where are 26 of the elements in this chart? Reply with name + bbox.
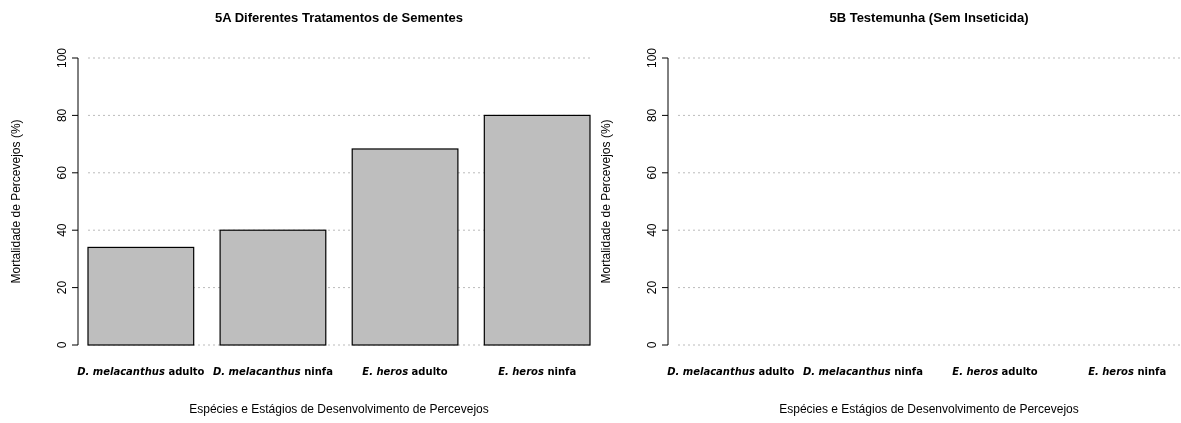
y-tick-label: 0 — [55, 341, 69, 349]
x-axis-title: Espécies e Estágios de Desenvolvimento de Percevejos — [189, 402, 489, 416]
y-tick-label: 60 — [55, 165, 69, 180]
x-axis-title: Espécies e Estágios de Desenvolvimento de Percevejos — [779, 402, 1079, 416]
y-tick-label: 40 — [645, 223, 659, 237]
x-tick-label: E. heros ninfa — [498, 366, 577, 377]
x-tick-label: E. heros ninfa — [1088, 366, 1167, 377]
x-tick-label: D. melacanthus adulto — [77, 366, 205, 377]
x-tick-label: D. melacanthus adulto — [667, 366, 795, 377]
y-tick-label: 20 — [645, 280, 659, 295]
y-tick-label: 60 — [645, 165, 659, 180]
y-tick-label: 80 — [645, 108, 659, 123]
y-axis-title: Mortalidade de Percevejos (%) — [9, 119, 23, 284]
y-tick-label: 100 — [55, 47, 69, 69]
y-tick-label: 80 — [55, 108, 69, 123]
y-axis-title: Mortalidade de Percevejos (%) — [599, 119, 613, 284]
y-tick-label: 100 — [645, 47, 659, 69]
y-tick-label: 20 — [55, 280, 69, 295]
x-tick-label: E. heros adulto — [362, 366, 448, 377]
y-tick-label: 0 — [645, 341, 659, 349]
x-tick-label: D. melacanthus ninfa — [212, 366, 333, 377]
x-tick-label: D. melacanthus ninfa — [802, 366, 923, 377]
chart-title: 5B Testemunha (Sem Inseticida) — [829, 10, 1029, 25]
chart-title: 5A Diferentes Tratamentos de Sementes — [214, 10, 464, 25]
x-tick-label: E. heros adulto — [952, 366, 1038, 377]
y-tick-label: 40 — [55, 223, 69, 237]
